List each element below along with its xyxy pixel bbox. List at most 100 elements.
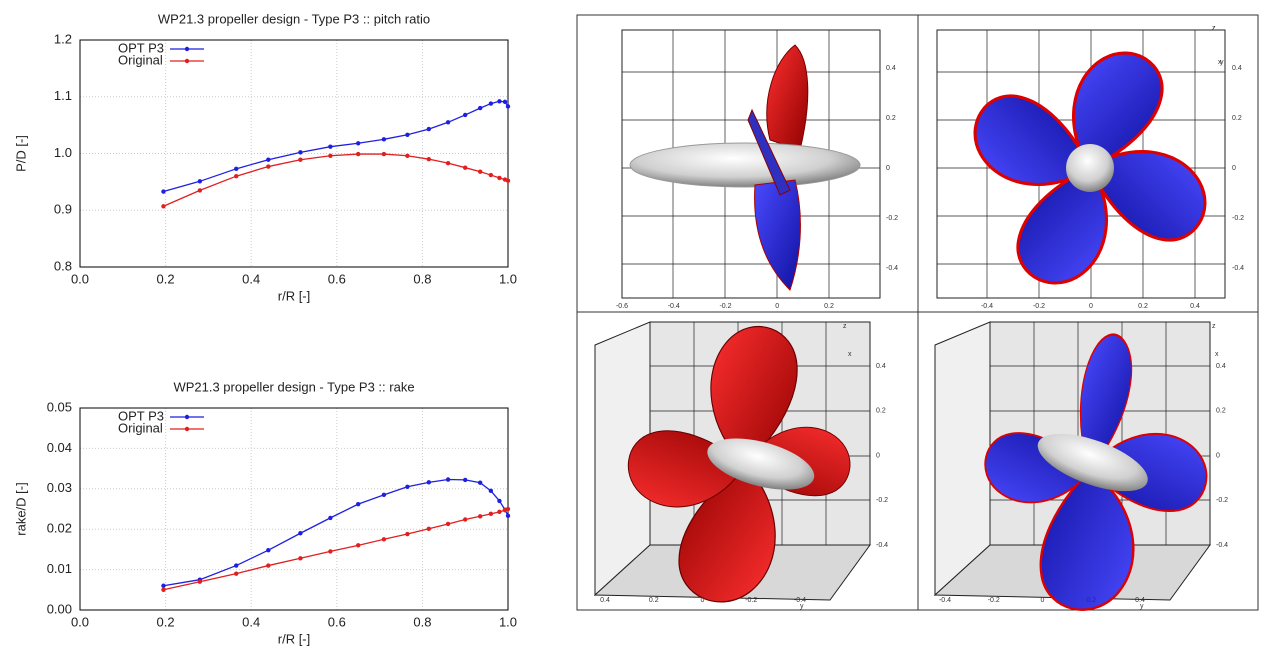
x-tick-label: 0.2	[157, 271, 175, 286]
y-tick-label: 1.1	[54, 88, 72, 103]
legend-swatch	[184, 426, 190, 432]
view-tick-label: -0.2	[886, 215, 898, 222]
data-point	[234, 563, 239, 568]
data-point	[488, 101, 494, 106]
view-tick-label: 0	[876, 452, 880, 459]
view-axis-letter: z	[1212, 25, 1216, 32]
data-point	[505, 513, 511, 519]
data-point	[381, 151, 387, 157]
data-point	[505, 104, 511, 109]
view-tick-label: 0.2	[1232, 115, 1242, 122]
view-tick-label: 0.4	[1232, 65, 1242, 72]
propeller	[620, 322, 858, 603]
chart-title: WP21.3 propeller design - Type P3 :: pit…	[158, 11, 430, 26]
x-tick-label: 0.8	[413, 614, 431, 629]
view-tick-label: -0.4	[794, 597, 806, 604]
data-point	[463, 112, 468, 118]
data-point	[477, 514, 483, 519]
data-point	[328, 144, 333, 149]
data-point	[405, 132, 410, 137]
data-point	[488, 511, 494, 517]
data-point	[298, 531, 303, 536]
x-axis-label: r/R [-]	[278, 631, 311, 646]
view-axis-letter: x	[1215, 351, 1219, 358]
view-axis-letter: y	[800, 603, 804, 610]
data-point	[234, 174, 239, 179]
y-tick-label: 0.02	[47, 521, 72, 536]
view-tick-label: 0.2	[886, 115, 896, 122]
view-axis-letter: x	[848, 351, 852, 358]
view-tick-label: 0.2	[1086, 597, 1096, 604]
view-tick-label: -0.4	[668, 303, 680, 310]
data-point	[197, 188, 203, 193]
data-point	[266, 548, 271, 553]
data-point	[298, 157, 303, 162]
view-tick-label: -0.4	[886, 265, 898, 272]
view-tick-label: -0.2	[1232, 215, 1244, 222]
data-point	[266, 563, 271, 568]
blade	[747, 108, 791, 196]
data-point	[463, 517, 468, 522]
y-tick-label: 0.03	[47, 480, 72, 495]
view-tick-label: 0.2	[1138, 303, 1148, 310]
blade	[766, 44, 809, 151]
view-axis-letter: x	[1218, 59, 1222, 66]
view-tick-label: 0	[775, 303, 779, 310]
data-point	[161, 587, 166, 592]
data-point	[234, 166, 239, 172]
view-tick-label: -0.4	[876, 542, 888, 549]
view-tick-label: 0	[1232, 165, 1236, 172]
legend-swatch	[184, 414, 190, 420]
data-point	[298, 556, 303, 561]
data-point	[381, 537, 387, 542]
data-point	[502, 99, 508, 105]
data-point	[497, 99, 502, 104]
data-point	[497, 509, 502, 515]
series-line	[163, 100, 509, 193]
data-point	[426, 526, 432, 531]
view-axis-letter: z	[1212, 323, 1216, 330]
x-tick-label: 1.0	[499, 271, 517, 286]
view-tick-label: 0.4	[600, 597, 610, 604]
data-point	[445, 160, 451, 166]
x-tick-label: 0.2	[157, 614, 175, 629]
data-point	[356, 141, 361, 146]
legend-label: OPT P3	[118, 40, 164, 55]
x-tick-label: 0.8	[413, 271, 431, 286]
data-point	[161, 583, 166, 588]
view-tick-label: 0	[1216, 452, 1220, 459]
x-tick-label: 1.0	[499, 614, 517, 629]
data-point	[488, 488, 494, 494]
data-point	[505, 506, 511, 512]
y-tick-label: 0.8	[54, 258, 72, 273]
data-point	[477, 480, 483, 485]
data-point	[477, 105, 483, 111]
legend-label: OPT P3	[118, 408, 164, 423]
data-point	[328, 153, 333, 158]
y-tick-label: 0.01	[47, 561, 72, 576]
data-point	[161, 204, 166, 209]
x-tick-label: 0.0	[71, 271, 89, 286]
y-axis-label: P/D [-]	[13, 135, 28, 172]
data-point	[445, 477, 451, 482]
data-point	[298, 150, 303, 155]
data-point	[497, 498, 502, 504]
data-point	[426, 480, 432, 485]
data-point	[381, 137, 387, 142]
data-point	[328, 515, 333, 521]
y-tick-label: 0.9	[54, 202, 72, 217]
view-tick-label: -0.4	[1232, 265, 1244, 272]
data-point	[356, 543, 361, 548]
data-point	[161, 189, 166, 194]
data-point	[234, 571, 239, 576]
legend-swatch	[184, 46, 190, 52]
x-tick-label: 0.4	[242, 614, 260, 629]
data-point	[405, 531, 410, 537]
data-point	[488, 172, 494, 178]
view-tick-label: -0.2	[1216, 497, 1228, 504]
data-point	[426, 156, 432, 162]
x-axis-label: r/R [-]	[278, 288, 311, 303]
view-tick-label: 0.2	[1216, 408, 1226, 415]
data-point	[356, 151, 361, 157]
